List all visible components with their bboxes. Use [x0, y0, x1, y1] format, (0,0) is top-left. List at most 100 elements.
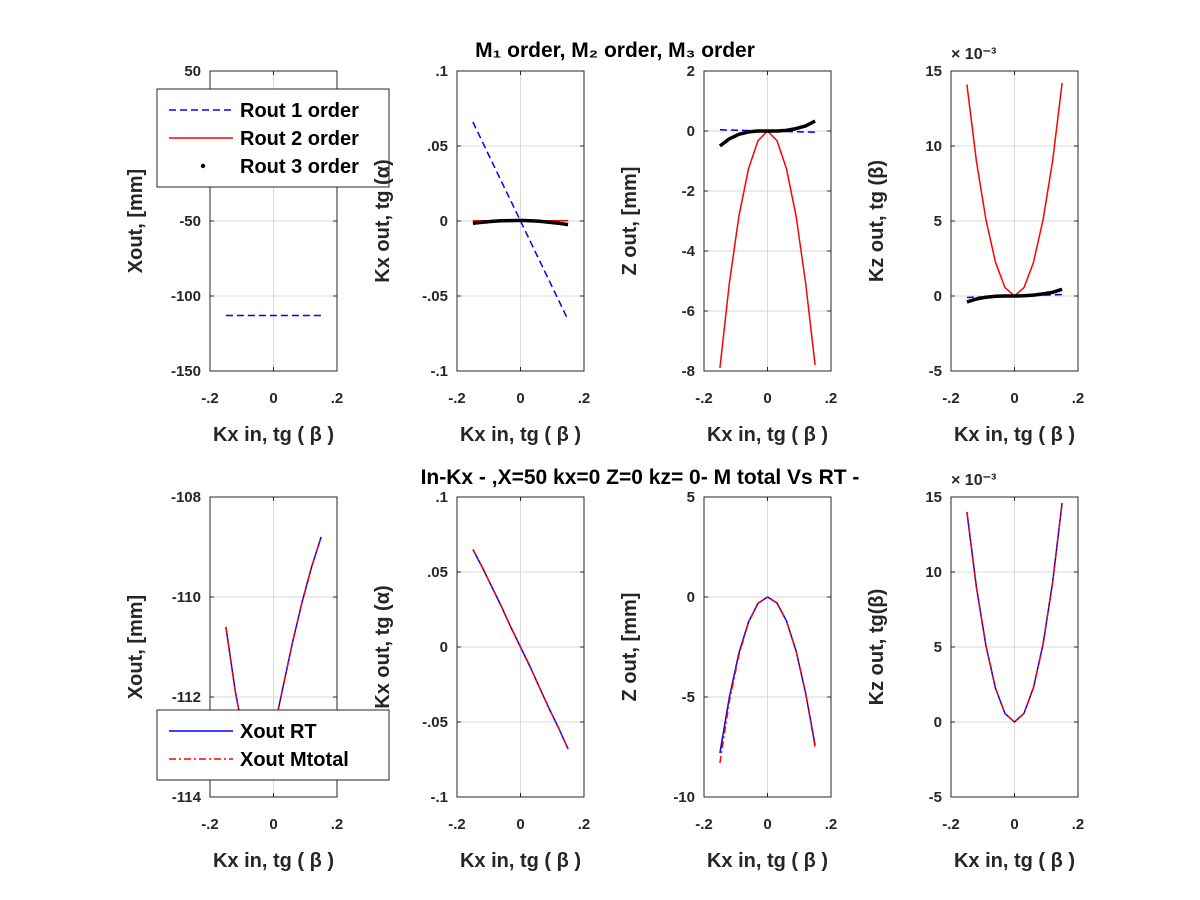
axes-frame — [456, 70, 585, 372]
x-tick-label: -.2 — [448, 390, 466, 407]
x-axis-label: Kx in, tg ( β ) — [460, 424, 581, 446]
y-axis-label: Xout, [mm] — [125, 595, 147, 699]
series-line-1 — [472, 121, 569, 321]
y-tick-label: 0 — [934, 714, 942, 731]
subplot-1: -.2 0 .2 -150 -100 -50 50 Kx in, tg ( β ) Xout, … — [125, 63, 390, 446]
series-line-3 — [472, 218, 569, 227]
y-tick-label: 15 — [925, 63, 942, 80]
y-tick-label: -5 — [929, 789, 942, 806]
legend: Rout 1 order Rout 2 order Rout 3 order — [156, 88, 390, 188]
legend-box — [156, 709, 390, 781]
y-tick-label: 2 — [687, 63, 695, 80]
subplot-3: -.2 0 .2 -8 -6 -4 -2 0 2 Kx in, tg ( β ) Z out, [m… — [619, 63, 837, 446]
x-tick-label: .2 — [331, 390, 344, 407]
y-tick-label: -110 — [172, 589, 201, 606]
x-tick-label: .2 — [578, 390, 591, 407]
y-axis-exponent: × 10⁻³ — [951, 46, 996, 63]
y-tick-label: -100 — [171, 288, 201, 305]
y-tick-label: -2 — [682, 183, 695, 200]
y-axis-label: Kz out, tg (β) — [866, 160, 888, 282]
subplot-4: -.2 0 .2 -5 0 5 10 15 Kx in, tg ( β ) Kz out, tg … — [866, 46, 1084, 446]
y-axis-label: Z out, [mm] — [619, 593, 641, 702]
y-tick-label: -.05 — [422, 288, 448, 305]
x-axis-label: Kx in, tg ( β ) — [460, 850, 581, 872]
x-tick-label: -.2 — [942, 390, 960, 407]
y-axis-label: Kx out, tg (α) — [372, 585, 394, 708]
x-axis-label: Kx in, tg ( β ) — [707, 850, 828, 872]
series-line-3 — [718, 119, 816, 148]
x-tick-label: .2 — [578, 816, 591, 833]
y-tick-label: 0 — [934, 288, 942, 305]
y-tick-label: -.1 — [430, 789, 448, 806]
legend-entry: Rout 1 order — [240, 100, 359, 122]
x-tick-label: -.2 — [201, 816, 219, 833]
y-tick-label: -8 — [682, 363, 695, 380]
y-tick-label: .05 — [427, 564, 448, 581]
x-axis-label: Kx in, tg ( β ) — [213, 850, 334, 872]
x-tick-label: 0 — [1010, 390, 1018, 407]
y-axis-label: Xout, [mm] — [125, 169, 147, 273]
y-tick-label: -6 — [682, 303, 695, 320]
y-tick-label: -10 — [673, 789, 695, 806]
y-tick-label: -112 — [172, 689, 201, 706]
legend-entry: Xout RT — [240, 721, 317, 743]
axes-frame — [209, 496, 338, 798]
subplot-5: -.2 0 .2 -114 -112 -110 -108 Kx in, tg ( β ) Xou… — [125, 489, 390, 872]
legend-entry: Xout Mtotal — [240, 749, 349, 771]
y-tick-label: 10 — [925, 564, 942, 581]
axes-frame — [209, 70, 338, 372]
x-tick-label: -.2 — [695, 390, 713, 407]
x-tick-label: .2 — [331, 816, 344, 833]
y-tick-label: .1 — [435, 489, 448, 506]
x-tick-label: .2 — [825, 390, 838, 407]
x-tick-label: -.2 — [695, 816, 713, 833]
x-tick-label: -.2 — [942, 816, 960, 833]
legend-entry: Rout 2 order — [240, 128, 359, 150]
x-tick-label: 0 — [516, 816, 524, 833]
y-tick-label: 0 — [440, 213, 448, 230]
y-tick-label: 0 — [687, 589, 695, 606]
y-tick-label: -5 — [682, 689, 695, 706]
series-line-3 — [966, 287, 1063, 304]
x-tick-label: -.2 — [201, 390, 219, 407]
y-tick-label: -108 — [171, 489, 201, 506]
y-tick-label: -4 — [682, 243, 696, 260]
y-axis-label: Z out, [mm] — [619, 167, 641, 276]
x-axis-label: Kx in, tg ( β ) — [954, 850, 1075, 872]
axes-frame — [950, 70, 1079, 372]
subplot-6: -.2 0 .2 -.1 -.05 0 .05 .1 Kx in, tg ( β ) Kx out… — [372, 489, 590, 872]
x-tick-label: .2 — [1072, 390, 1085, 407]
series-line-2 — [719, 596, 816, 764]
y-tick-label: 10 — [925, 138, 942, 155]
x-tick-label: 0 — [763, 816, 771, 833]
x-tick-label: .2 — [1072, 816, 1085, 833]
x-tick-label: .2 — [825, 816, 838, 833]
y-tick-label: -114 — [172, 789, 202, 806]
figure-title-bottom: In-Kx - ,X=50 kx=0 Z=0 kz= 0- M total Vs… — [421, 466, 860, 489]
x-tick-label: 0 — [269, 816, 277, 833]
y-tick-label: -50 — [179, 213, 201, 230]
series-line-2 — [225, 536, 322, 778]
x-tick-label: 0 — [269, 390, 277, 407]
y-tick-label: 5 — [687, 489, 695, 506]
subplot-2: -.2 0 .2 -.1 -.05 0 .05 .1 Kx in, tg ( β ) Kx out… — [372, 63, 590, 446]
series-line-2 — [472, 549, 569, 750]
y-tick-label: 0 — [440, 639, 448, 656]
y-tick-label: -.1 — [430, 363, 448, 380]
x-tick-label: 0 — [516, 390, 524, 407]
y-tick-label: .05 — [427, 138, 448, 155]
y-tick-label: 50 — [184, 63, 201, 80]
x-axis-label: Kx in, tg ( β ) — [213, 424, 334, 446]
x-tick-label: -.2 — [448, 816, 466, 833]
y-tick-label: 0 — [687, 123, 695, 140]
y-axis-exponent: × 10⁻³ — [951, 472, 996, 489]
figure-title-top: M₁ order, M₂ order, M₃ order — [475, 39, 755, 62]
axes-frame — [703, 496, 832, 798]
y-tick-label: -150 — [171, 363, 201, 380]
subplot-8: -.2 0 .2 -5 0 5 10 15 Kx in, tg ( β ) Kz out, tg(… — [866, 472, 1084, 872]
y-tick-label: 5 — [934, 213, 942, 230]
axes-frame — [456, 496, 585, 798]
y-tick-label: -5 — [929, 363, 942, 380]
y-axis-label: Kz out, tg(β) — [866, 589, 888, 706]
